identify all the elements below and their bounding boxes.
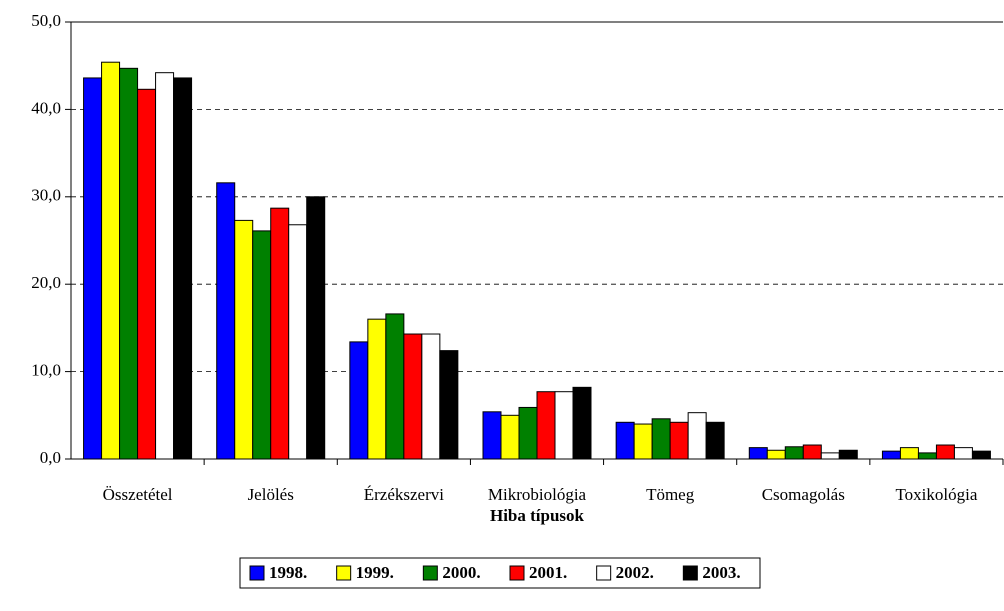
bar xyxy=(572,386,592,460)
legend-label: 2000. xyxy=(442,563,480,582)
bar xyxy=(615,421,635,460)
bar xyxy=(917,452,937,460)
bar xyxy=(784,446,804,460)
x-tick-label: Csomagolás xyxy=(762,485,845,504)
bar xyxy=(421,333,441,460)
legend-swatch xyxy=(336,565,352,581)
bar xyxy=(820,452,840,460)
bar xyxy=(367,318,387,460)
bar xyxy=(288,224,308,460)
legend-swatch xyxy=(682,565,698,581)
bar xyxy=(802,444,822,460)
legend-swatch xyxy=(249,565,265,581)
x-tick-label: Tömeg xyxy=(646,485,695,504)
bar xyxy=(500,414,520,460)
bar xyxy=(83,77,103,460)
bar xyxy=(881,450,901,460)
x-tick-label: Érzékszervi xyxy=(364,485,445,504)
bar xyxy=(518,406,538,460)
bar xyxy=(669,421,689,460)
y-tick-label: 20,0 xyxy=(31,273,61,292)
bar xyxy=(536,391,556,460)
bar xyxy=(953,447,973,460)
bar xyxy=(687,412,707,460)
bar xyxy=(173,77,193,460)
bar xyxy=(270,207,290,460)
bar xyxy=(216,182,236,460)
y-tick-label: 50,0 xyxy=(31,11,61,30)
x-axis-title: Hiba típusok xyxy=(490,506,585,525)
y-tick-label: 10,0 xyxy=(31,361,61,380)
legend-swatch xyxy=(509,565,525,581)
legend-label: 2001. xyxy=(529,563,567,582)
bar xyxy=(766,449,786,460)
x-tick-label: Összetétel xyxy=(103,485,173,504)
y-tick-label: 30,0 xyxy=(31,186,61,205)
legend-label: 1998. xyxy=(269,563,307,582)
legend-label: 1999. xyxy=(356,563,394,582)
bar xyxy=(838,449,858,460)
x-tick-label: Jelölés xyxy=(248,485,294,504)
bar xyxy=(935,444,955,460)
bar xyxy=(385,313,405,460)
legend-label: 2002. xyxy=(616,563,654,582)
bar xyxy=(137,88,157,460)
bar xyxy=(705,421,725,460)
bar xyxy=(119,67,139,460)
legend-swatch xyxy=(596,565,612,581)
bar xyxy=(349,341,369,460)
x-tick-label: Mikrobiológia xyxy=(488,485,587,504)
bar xyxy=(306,196,326,460)
legend-box xyxy=(239,557,761,589)
bar xyxy=(651,418,671,460)
legend-swatch xyxy=(422,565,438,581)
x-tick-label: Toxikológia xyxy=(895,485,977,504)
y-tick-label: 40,0 xyxy=(31,98,61,117)
bar xyxy=(899,447,919,460)
bar xyxy=(252,230,272,460)
bar xyxy=(439,350,459,460)
bar xyxy=(748,447,768,460)
bar xyxy=(633,423,653,460)
bar xyxy=(155,72,175,460)
bar xyxy=(403,333,423,460)
legend-label: 2003. xyxy=(702,563,740,582)
bar xyxy=(971,450,991,460)
bar xyxy=(234,219,254,460)
bar xyxy=(101,61,121,460)
bar xyxy=(554,391,574,460)
bar xyxy=(482,411,502,460)
y-tick-label: 0,0 xyxy=(40,448,61,467)
